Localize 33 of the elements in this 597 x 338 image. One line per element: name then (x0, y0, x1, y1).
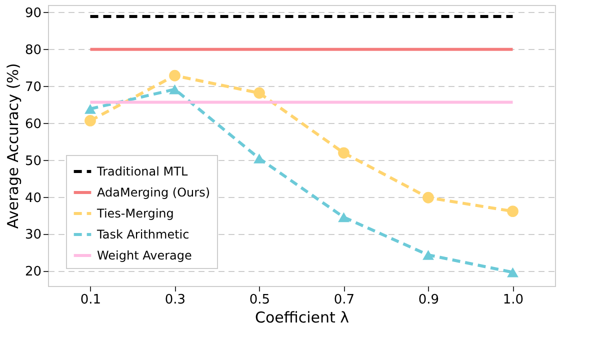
point (338, 147, 350, 159)
x-tick-label: 0.1 (80, 292, 102, 308)
y-tick-label: 20 (24, 264, 42, 280)
y-tick-label: 60 (24, 116, 42, 132)
point (507, 206, 518, 218)
legend-label: Task Arithmetic (96, 228, 190, 242)
point (254, 87, 265, 99)
point (169, 70, 180, 82)
y-axis-title: Average Accuracy (%) (4, 63, 22, 229)
point (254, 154, 265, 164)
point (338, 212, 350, 222)
x-tick-label: 0.9 (418, 292, 440, 308)
y-tick-label: 90 (24, 6, 42, 21)
point (507, 267, 518, 278)
x-tick-label: 0.7 (334, 292, 355, 308)
legend-label: AdaMerging (Ours) (97, 186, 210, 200)
legend-label: Weight Average (97, 248, 192, 262)
legend-label: Traditional MTL (96, 164, 188, 178)
y-tick-label: 40 (24, 190, 42, 206)
point (422, 192, 434, 204)
y-tick-label: 30 (24, 228, 42, 243)
y-tick-label: 50 (24, 154, 42, 169)
y-tick-label: 70 (24, 80, 42, 95)
x-tick-label: 0.5 (249, 292, 270, 308)
point (84, 115, 96, 126)
x-axis-title: Coefficient λ (254, 308, 350, 326)
x-tick-label: 0.3 (164, 292, 186, 308)
y-tick-label: 80 (24, 42, 42, 58)
point (84, 104, 96, 114)
point (169, 84, 180, 94)
x-tick-label: 1.0 (502, 292, 524, 308)
legend-label: Ties-Merging (96, 206, 174, 220)
point (422, 250, 434, 260)
